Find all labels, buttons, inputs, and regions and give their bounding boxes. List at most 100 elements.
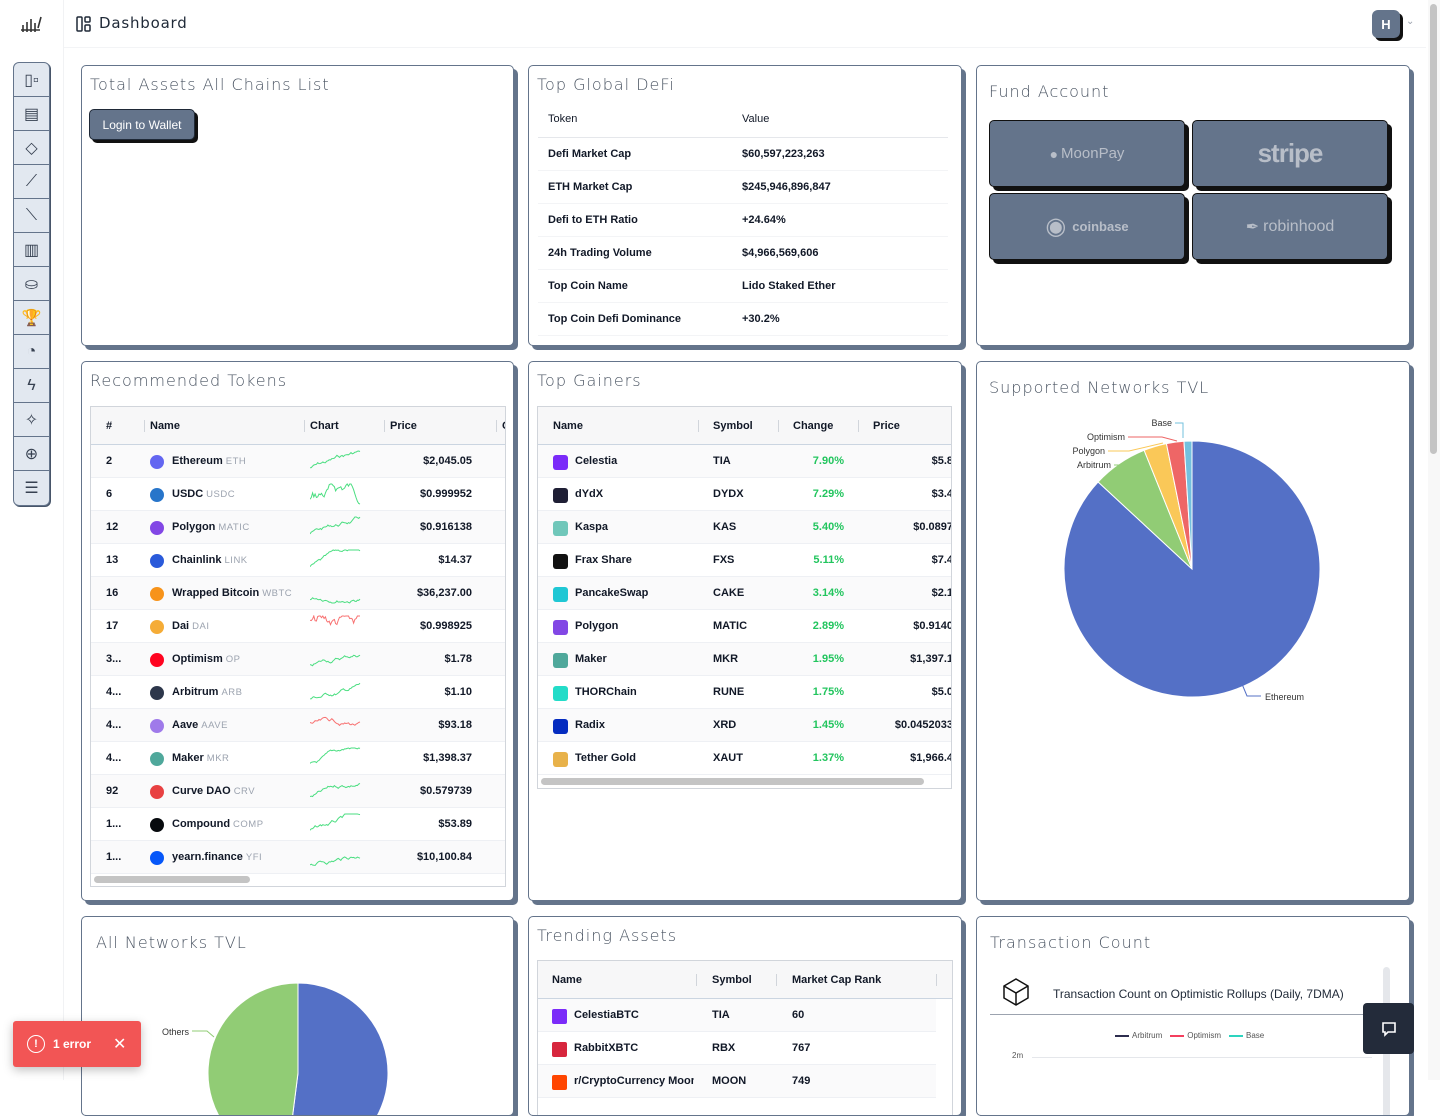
horizontal-scrollbar[interactable] — [94, 876, 250, 883]
sidebar-item[interactable]: ✧ — [14, 403, 49, 437]
token-name[interactable]: Polygon — [575, 620, 619, 632]
chevron-down-icon[interactable]: ⌄ — [1406, 16, 1415, 27]
sidebar-item[interactable]: ⟋ — [14, 165, 49, 199]
login-to-wallet-button[interactable]: Login to Wallet — [89, 109, 195, 140]
table-row[interactable]: Tether Gold XAUT 1.37% $1,966.4 — [538, 742, 951, 775]
robinhood-button[interactable]: ✒ robinhood — [1192, 193, 1388, 260]
pie-label: Arbitrum — [1077, 460, 1111, 470]
token-name[interactable]: Chainlink — [172, 554, 222, 566]
token-name[interactable]: RabbitXBTC — [574, 1042, 639, 1054]
sidebar-item[interactable]: ⊕ — [14, 437, 49, 471]
table-row[interactable]: 2 Ethereum ETH $2,045.05 — [91, 445, 505, 478]
token-name[interactable]: PancakeSwap — [575, 587, 649, 599]
table-row[interactable]: 4... Aave AAVE $93.18 — [91, 709, 505, 742]
table-row[interactable]: Frax Share FXS 5.11% $7.4 — [538, 544, 951, 577]
legend-item[interactable]: Base — [1229, 1031, 1264, 1040]
token-name[interactable]: THORChain — [575, 686, 637, 698]
token-name[interactable]: Radix — [575, 719, 605, 731]
column-header[interactable]: Name — [150, 419, 180, 432]
table-row[interactable]: Kaspa KAS 5.40% $0.0897 — [538, 511, 951, 544]
table-row[interactable]: 16 Wrapped Bitcoin WBTC $36,237.00 — [91, 577, 505, 610]
legend-item[interactable]: Optimism — [1170, 1031, 1221, 1040]
token-icon — [553, 521, 568, 536]
column-header[interactable]: Symbol — [712, 973, 752, 986]
table-row[interactable]: 4... Arbitrum ARB $1.10 — [91, 676, 505, 709]
close-icon[interactable]: ✕ — [113, 1036, 127, 1053]
table-row[interactable]: Maker MKR 1.95% $1,397.1 — [538, 643, 951, 676]
table-row[interactable]: dYdX DYDX 7.29% $3.4 — [538, 478, 951, 511]
sidebar-item[interactable]: ⟍ — [14, 199, 49, 233]
column-header[interactable]: Name — [552, 973, 582, 986]
pie-slice-base[interactable] — [1183, 440, 1193, 570]
table-row[interactable]: 1... Compound COMP $53.89 — [91, 808, 505, 841]
table-row[interactable]: 92 Curve DAO CRV $0.579739 — [91, 775, 505, 808]
app-logo[interactable] — [20, 14, 42, 34]
sidebar-item[interactable]: ⛀ — [14, 267, 49, 301]
token-name[interactable]: Ethereum — [172, 455, 223, 467]
sidebar-item[interactable]: ▯▫ — [14, 63, 49, 97]
stripe-button[interactable]: stripe — [1192, 120, 1388, 187]
token-name[interactable]: Kaspa — [575, 521, 609, 533]
table-row[interactable]: 4... Maker MKR $1,398.37 — [91, 742, 505, 775]
token-name[interactable]: Aave — [172, 719, 199, 731]
column-header[interactable]: Market Cap Rank — [792, 973, 882, 986]
table-row[interactable]: 3... Optimism OP $1.78 — [91, 643, 505, 676]
sidebar-item[interactable]: ▥ — [14, 233, 49, 267]
table-row[interactable]: r/CryptoCurrency Moons MOON 749 — [538, 1065, 936, 1098]
table-row[interactable]: 12 Polygon MATIC $0.916138 — [91, 511, 505, 544]
sidebar-item[interactable]: ◔ — [14, 335, 49, 369]
pie-slice-unlabeled[interactable] — [287, 982, 389, 1116]
table-row[interactable]: CelestiaBTC TIA 60 — [538, 999, 936, 1032]
chat-button[interactable] — [1363, 1003, 1414, 1054]
token-name[interactable]: Compound — [172, 818, 231, 830]
sidebar-item[interactable]: 🏆 — [14, 301, 49, 335]
table-row[interactable]: Radix XRD 1.45% $0.0452033 — [538, 709, 951, 742]
column-header[interactable]: Symbol — [713, 419, 753, 432]
table-row[interactable]: 13 Chainlink LINK $14.37 — [91, 544, 505, 577]
column-header[interactable]: Name — [553, 419, 583, 432]
avatar[interactable]: H — [1372, 10, 1400, 38]
token-name[interactable]: Arbitrum — [172, 686, 219, 698]
token-name[interactable]: dYdX — [575, 488, 604, 500]
token-name[interactable]: Polygon — [172, 521, 216, 533]
token-name[interactable]: Dai — [172, 620, 190, 632]
table-row[interactable]: Celestia TIA 7.90% $5.8 — [538, 445, 951, 478]
table-row[interactable]: PancakeSwap CAKE 3.14% $2.1 — [538, 577, 951, 610]
page-scrollbar[interactable] — [1428, 0, 1440, 1080]
horizontal-scrollbar[interactable] — [541, 778, 924, 785]
token-name[interactable]: Frax Share — [575, 554, 632, 566]
sidebar-item[interactable]: ◇ — [14, 131, 49, 165]
token-name[interactable]: Optimism — [172, 653, 223, 665]
sidebar-item[interactable]: ϟ — [14, 369, 49, 403]
column-header[interactable]: C — [502, 420, 505, 432]
token-name[interactable]: yearn.finance — [172, 851, 243, 863]
table-row[interactable]: 17 Dai DAI $0.998925 — [91, 610, 505, 643]
table-row[interactable]: 6 USDC USDC $0.999952 — [91, 478, 505, 511]
table-row[interactable]: 1... yearn.finance YFI $10,100.84 — [91, 841, 505, 874]
token-name[interactable]: CelestiaBTC — [574, 1009, 639, 1021]
token-name[interactable]: USDC — [172, 488, 204, 500]
coinbase-button[interactable]: ◉ coinbase — [989, 193, 1185, 260]
error-toast[interactable]: ! 1 error ✕ — [13, 1021, 141, 1067]
token-name[interactable]: r/CryptoCurrency Moons — [574, 1075, 694, 1087]
pie-slice-others[interactable] — [207, 982, 299, 1116]
column-header[interactable]: Chart — [310, 419, 339, 432]
sparkline-chart — [310, 483, 361, 505]
column-header[interactable]: Change — [793, 419, 834, 432]
token-name[interactable]: Maker — [575, 653, 607, 665]
table-row[interactable]: Polygon MATIC 2.89% $0.9140 — [538, 610, 951, 643]
table-row[interactable]: THORChain RUNE 1.75% $5.0 — [538, 676, 951, 709]
table-row[interactable]: RabbitXBTC RBX 767 — [538, 1032, 936, 1065]
token-name[interactable]: Maker — [172, 752, 204, 764]
column-header[interactable]: # — [106, 419, 113, 432]
token-name[interactable]: Wrapped Bitcoin — [172, 587, 260, 599]
sidebar-item[interactable]: ☰ — [14, 471, 49, 505]
column-header[interactable]: Price — [873, 419, 900, 432]
token-name[interactable]: Celestia — [575, 455, 618, 467]
column-header[interactable]: Price — [390, 419, 417, 432]
legend-item[interactable]: Arbitrum — [1115, 1031, 1162, 1040]
moonpay-button[interactable]: ● MoonPay — [989, 120, 1185, 187]
token-name[interactable]: Curve DAO — [172, 785, 231, 797]
sidebar-item[interactable]: ▤ — [14, 97, 49, 131]
token-name[interactable]: Tether Gold — [575, 752, 636, 764]
